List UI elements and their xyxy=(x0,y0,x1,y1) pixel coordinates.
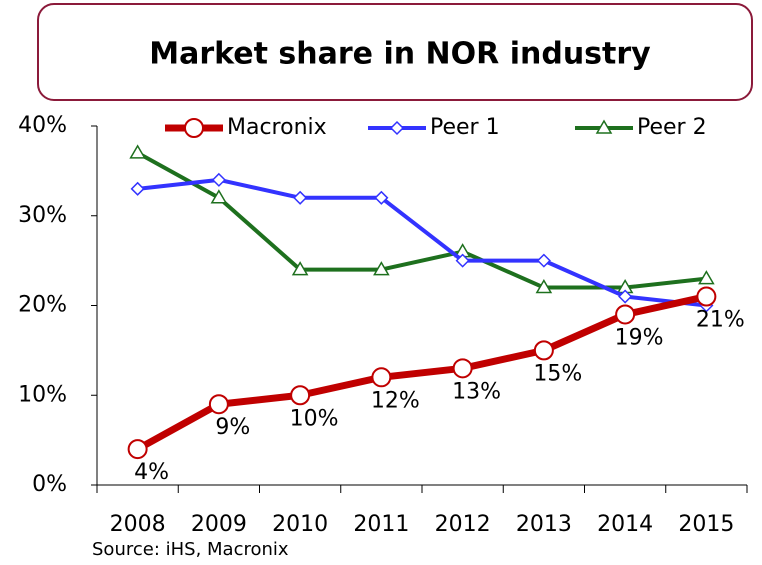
x-tick-label: 2013 xyxy=(516,512,572,537)
marker xyxy=(127,439,148,460)
marker xyxy=(373,261,390,276)
legend-label: Peer 2 xyxy=(637,115,707,140)
legend-label: Peer 1 xyxy=(430,115,500,140)
marker xyxy=(129,144,146,159)
series-line xyxy=(137,177,707,308)
data-label: 13% xyxy=(452,379,501,404)
data-label: 10% xyxy=(290,406,339,431)
legend-marker xyxy=(595,119,613,134)
data-label: 21% xyxy=(696,308,745,333)
marker xyxy=(698,270,715,285)
x-tick-label: 2009 xyxy=(191,512,247,537)
marker xyxy=(536,253,551,268)
marker xyxy=(290,385,311,406)
x-tick-label: 2008 xyxy=(110,512,166,537)
source: Source: iHS, Macronix xyxy=(92,539,289,560)
y-tick-label: 10% xyxy=(18,382,67,407)
data-label: 19% xyxy=(615,325,664,350)
chart-title: Market share in NOR industry xyxy=(149,37,651,72)
y-tick-label: 30% xyxy=(18,203,67,228)
marker xyxy=(452,358,473,379)
y-tick-label: 40% xyxy=(18,113,67,138)
series-line xyxy=(136,151,707,290)
marker xyxy=(696,286,717,307)
legend-label: Macronix xyxy=(227,115,327,140)
marker xyxy=(618,289,633,304)
x-tick-label: 2014 xyxy=(597,512,653,537)
x-tick-label: 2010 xyxy=(272,512,328,537)
x-tick-label: 2015 xyxy=(678,512,734,537)
marker xyxy=(293,190,308,205)
marker xyxy=(210,189,228,204)
title-box xyxy=(37,3,753,101)
marker xyxy=(615,304,636,325)
marker xyxy=(371,367,392,388)
marker xyxy=(455,253,470,268)
data-label: 4% xyxy=(134,460,169,485)
marker xyxy=(374,190,389,205)
marker xyxy=(291,261,309,276)
y-tick-label: 20% xyxy=(18,293,67,318)
x-tick-label: 2012 xyxy=(435,512,491,537)
marker xyxy=(211,172,226,187)
data-label: 15% xyxy=(533,361,582,386)
x-tick-label: 2011 xyxy=(353,512,409,537)
data-label: 12% xyxy=(371,388,420,413)
series-line xyxy=(135,293,708,453)
marker xyxy=(208,394,229,415)
legend-marker xyxy=(389,120,405,136)
marker xyxy=(535,279,553,294)
legend-marker xyxy=(184,118,204,138)
y-tick-label: 0% xyxy=(32,472,67,497)
marker xyxy=(130,181,145,196)
marker xyxy=(533,340,554,361)
data-label: 9% xyxy=(215,415,250,440)
